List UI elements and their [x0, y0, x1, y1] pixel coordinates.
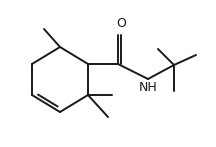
Text: NH: NH: [139, 81, 157, 93]
Text: O: O: [116, 16, 126, 30]
